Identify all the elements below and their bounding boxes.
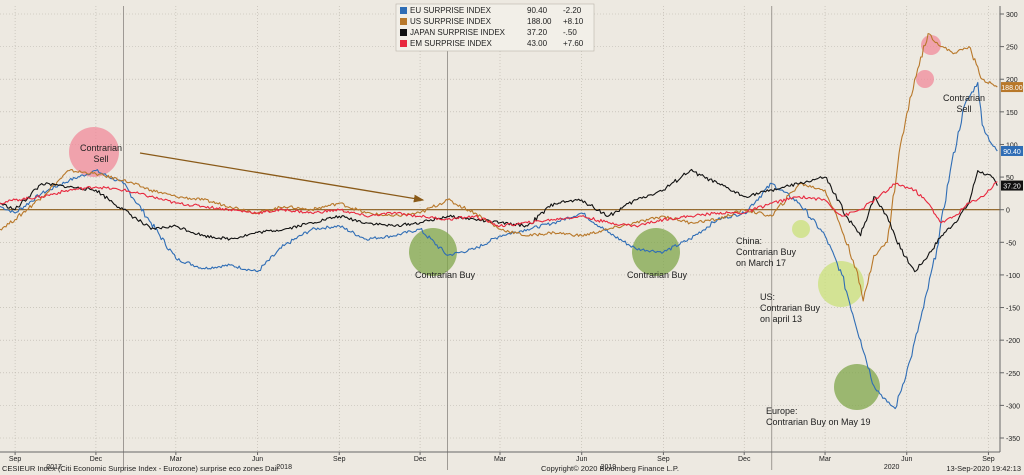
contrarian-sell-2020-label-line: Contrarian: [943, 93, 985, 103]
x-tick-label: Dec: [738, 456, 751, 463]
y-tick-label: -100: [1006, 273, 1020, 280]
trend-arrow: [139, 152, 425, 203]
value-tag-label: 90.40: [1003, 149, 1021, 156]
y-tick-label: 50: [1006, 175, 1014, 182]
y-tick-label: -250: [1006, 371, 1020, 378]
legend-name: JAPAN SURPRISE INDEX: [410, 28, 506, 37]
value-tag-box: [1001, 82, 1023, 93]
y-tick-label: 200: [1006, 77, 1018, 84]
series-lines: [0, 33, 998, 410]
x-tick-label: Jun: [252, 456, 263, 463]
x-tick-label: Sep: [657, 456, 670, 463]
x-tick-label: Sep: [333, 456, 346, 463]
legend-name: EU SURPRISE INDEX: [410, 6, 492, 15]
series-line-2: [0, 33, 998, 302]
legend-change: -2.20: [563, 6, 582, 15]
china-buy-label-line: on March 17: [736, 258, 786, 268]
year-label: 2017: [46, 464, 62, 471]
legend-change: +7.60: [563, 39, 584, 48]
y-tick-label: -300: [1006, 403, 1020, 410]
contrarian-buy-sep2019-label: Contrarian Buy: [627, 270, 688, 280]
contrarian-buy-sep2019-label-line: Contrarian Buy: [627, 270, 688, 280]
footer-source: CESIEUR Index (Citi Economic Surprise In…: [2, 464, 278, 473]
y-axis: 300 250 200 150 100 50 0 -50 -100 -150 -200 -250 -30…: [999, 6, 1020, 452]
year-label: 2020: [884, 464, 900, 471]
contrarian-sell-2017-label-line: Contrarian: [80, 143, 122, 153]
series-line-1: [0, 81, 998, 410]
contrarian-sell-2020-circle-2: [916, 70, 934, 88]
legend-swatch: [400, 29, 407, 36]
europe-buy-label-line: Contrarian Buy on May 19: [766, 417, 871, 427]
y-tick-label: 250: [1006, 45, 1018, 52]
value-tag-box: [1001, 180, 1023, 191]
y-tick-label: -200: [1006, 338, 1020, 345]
contrarian-sell-2017-circle: [69, 127, 119, 177]
contrarian-buy-dec2018-label-line: Contrarian Buy: [415, 270, 476, 280]
us-buy-circle: [818, 261, 864, 307]
x-tick-label: Sep: [982, 456, 995, 463]
legend-last: 37.20: [527, 28, 548, 37]
contrarian-sell-2017-label-line: Sell: [93, 154, 108, 164]
legend-change: +8.10: [563, 17, 584, 26]
y-tick-label: 300: [1006, 12, 1018, 19]
x-tick-label: Mar: [170, 456, 183, 463]
value-tag-label: 188.00: [1001, 85, 1023, 92]
legend-swatch: [400, 18, 407, 25]
value-tag-label: 37.20: [1003, 184, 1021, 191]
year-label: 2018: [276, 464, 292, 471]
contrarian-buy-dec2018-label: Contrarian Buy: [415, 270, 476, 280]
legend-last: 90.40: [527, 6, 548, 15]
y-tick-label: 150: [1006, 110, 1018, 117]
x-tick-label: Jun: [576, 456, 587, 463]
legend-box: [395, 3, 595, 52]
footer-copyright: Copyright© 2020 Bloomberg Finance L.P.: [541, 464, 679, 473]
footer-timestamp: 13-Sep-2020 19:42:13: [946, 464, 1021, 473]
europe-buy-label: Europe: Contrarian Buy on May 19: [766, 406, 871, 427]
y-tick-label: -50: [1006, 240, 1016, 247]
legend: EU SURPRISE INDEX 90.40 -2.20 US SURPRISE I…: [395, 3, 595, 52]
value-tag-box: [1001, 145, 1023, 156]
china-buy-label-line: China:: [736, 236, 762, 246]
x-tick-label: Mar: [819, 456, 832, 463]
x-tick-label: Jun: [901, 456, 912, 463]
us-buy-label: US: Contrarian Buy on april 13: [760, 292, 821, 324]
footer: CESIEUR Index (Citi Economic Surprise In…: [2, 464, 1021, 473]
series-line-4: [0, 181, 998, 228]
contrarian-sell-2017-label: Contrarian Sell: [80, 143, 122, 164]
annotation-circles: [69, 35, 941, 410]
y-tick-label: -350: [1006, 436, 1020, 443]
legend-last: 43.00: [527, 39, 548, 48]
x-tick-label: Dec: [90, 456, 103, 463]
x-tick-label: Sep: [9, 456, 22, 463]
legend-swatch: [400, 7, 407, 14]
x-axis: Sep Dec Mar Jun Sep Dec Mar Jun Sep Dec Mar Jun Sep 2…: [0, 451, 1000, 471]
us-buy-label-line: Contrarian Buy: [760, 303, 821, 313]
contrarian-buy-dec2018-circle: [409, 228, 457, 276]
contrarian-sell-2020-circle: [921, 35, 941, 55]
year-label: 2019: [601, 464, 617, 471]
legend-swatch: [400, 40, 407, 47]
europe-buy-label-line: Europe:: [766, 406, 798, 416]
us-buy-label-line: US:: [760, 292, 775, 302]
europe-buy-circle: [834, 364, 880, 410]
legend-name: EM SURPRISE INDEX: [410, 39, 492, 48]
x-tick-label: Dec: [414, 456, 427, 463]
us-buy-label-line: on april 13: [760, 314, 802, 324]
legend-change: -.50: [563, 28, 577, 37]
contrarian-sell-2020-label: Contrarian Sell: [943, 93, 985, 114]
contrarian-sell-2020-label-line: Sell: [956, 104, 971, 114]
y-tick-label: 0: [1006, 208, 1010, 215]
y-tick-label: 100: [1006, 142, 1018, 149]
legend-last: 188.00: [527, 17, 552, 26]
x-tick-label: Mar: [494, 456, 507, 463]
china-buy-label-line: Contrarian Buy: [736, 247, 797, 257]
value-tags: 188.00 90.40 37.20: [1001, 82, 1023, 191]
china-buy-label: China: Contrarian Buy on March 17: [736, 236, 797, 268]
china-buy-circle: [792, 220, 810, 238]
legend-name: US SURPRISE INDEX: [410, 17, 492, 26]
y-tick-label: -150: [1006, 306, 1020, 313]
series-line-3: [0, 168, 998, 273]
